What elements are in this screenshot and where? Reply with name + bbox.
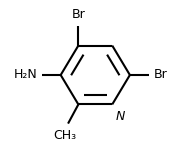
Text: Br: Br (153, 69, 167, 81)
Text: CH₃: CH₃ (54, 129, 77, 142)
Text: H₂N: H₂N (13, 69, 37, 81)
Text: Br: Br (72, 8, 85, 21)
Text: N: N (115, 110, 125, 123)
